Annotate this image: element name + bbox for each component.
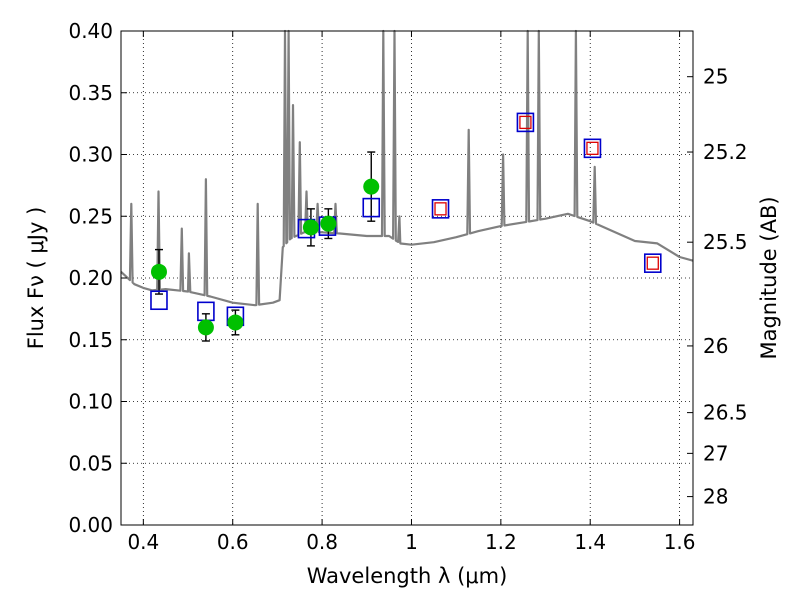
x-tick-label: 1.2 — [485, 530, 517, 554]
y-tick-label: 0.05 — [68, 451, 113, 475]
observed-photometry-point — [320, 215, 337, 232]
y-tick-label: 0.30 — [68, 143, 113, 167]
x-axis-title: Wavelength λ (μm) — [307, 564, 508, 588]
x-tick-label: 1.6 — [664, 530, 696, 554]
observed-photometry-point — [197, 319, 214, 336]
model-photometry-square — [431, 199, 450, 219]
y-tick-label: 0.25 — [68, 204, 113, 228]
y2-tick-label: 25.5 — [703, 230, 748, 254]
infrared-photometry-square — [646, 256, 659, 270]
model-spectrum-line — [120, 29, 694, 307]
observed-photometry-point — [363, 178, 380, 195]
model-photometry-square — [150, 290, 168, 311]
model-photometry-square — [583, 138, 602, 159]
infrared-photometry-square — [434, 202, 447, 216]
x-tick-label: 0.4 — [127, 530, 159, 554]
y-tick-label: 0.40 — [68, 19, 113, 43]
y-tick-label: 0.15 — [68, 328, 113, 352]
observed-photometry-point — [227, 314, 244, 331]
spectrum-layer — [120, 29, 694, 307]
y-tick-label: 0.20 — [68, 266, 113, 290]
y2-tick-label: 27 — [703, 441, 728, 465]
y2-axis-title: Magnitude (AB) — [757, 196, 781, 359]
y-tick-label: 0.35 — [68, 81, 113, 105]
y-tick-label: 0.10 — [68, 390, 113, 414]
points-layer — [150, 112, 662, 342]
model-photometry-square — [516, 112, 535, 133]
y2-tick-label: 26.5 — [703, 401, 748, 425]
model-photometry-square — [643, 253, 662, 273]
y2-tick-label: 25.2 — [703, 140, 748, 164]
x-tick-label: 1 — [405, 530, 418, 554]
observed-photometry-point — [302, 219, 319, 236]
x-tick-label: 1.4 — [574, 530, 606, 554]
infrared-photometry-square — [586, 141, 599, 155]
y2-tick-label: 28 — [703, 485, 728, 509]
observed-photometry-point — [150, 263, 167, 280]
model-photometry-square — [362, 197, 381, 218]
x-tick-label: 0.8 — [306, 530, 338, 554]
axes-layer: 0.4 0.6 0.8 1 1.2 1.4 1.6 0.00 0.05 0.10 0.15 0.20 0… — [68, 19, 747, 554]
y-tick-label: 0.00 — [68, 513, 113, 537]
y2-tick-label: 25 — [703, 65, 728, 89]
y2-tick-label: 26 — [703, 334, 728, 358]
x-tick-label: 0.6 — [217, 530, 249, 554]
infrared-photometry-square — [519, 115, 532, 130]
y-axis-title: Flux Fν ( μJy ) — [24, 207, 48, 350]
